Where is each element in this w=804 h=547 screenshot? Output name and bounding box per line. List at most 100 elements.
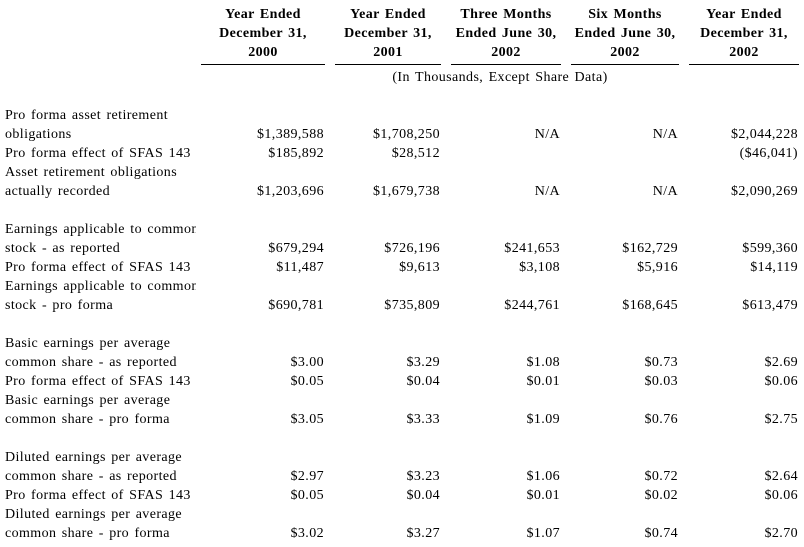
cell-value: $613,479: [742, 298, 798, 313]
section-spacer: [0, 87, 804, 106]
row-label: Diluted earnings per average common share…: [0, 448, 196, 486]
cell-value: N/A: [534, 127, 560, 142]
cell-value: $3.05: [290, 412, 324, 427]
cell-value: $735,809: [384, 298, 440, 313]
column-header-six-months-2002: Six Months Ended June 30, 2002: [566, 5, 684, 65]
cell-value: [566, 144, 684, 163]
header-line: Year Ended: [225, 7, 301, 22]
cell-value: $168,645: [622, 298, 678, 313]
cell-value: $1.07: [526, 526, 560, 541]
header-line: Three Months: [460, 7, 552, 22]
row-label-line: stock - as reported: [5, 241, 121, 256]
section-spacer: [0, 201, 804, 220]
cell-value: $0.06: [764, 374, 798, 389]
table-row: Earnings applicable to common stock - as …: [0, 220, 804, 258]
cell-value: $2.69: [764, 355, 798, 370]
cell-value: $0.72: [644, 469, 678, 484]
subtitle-row: (In Thousands, Except Share Data): [0, 65, 804, 87]
row-label: Pro forma effect of SFAS 143: [0, 372, 196, 391]
cell-value: $3.02: [290, 526, 324, 541]
cell-value: $3.00: [290, 355, 324, 370]
cell-value: $599,360: [742, 241, 798, 256]
cell-value: $1,679,738: [373, 184, 440, 199]
table-row: Asset retirement obligations actually rec…: [0, 163, 804, 201]
cell-value: $2,044,228: [731, 127, 798, 142]
row-label-line: common share - pro forma: [5, 526, 170, 541]
cell-value: $3,108: [519, 260, 560, 275]
row-label: Asset retirement obligations actually rec…: [0, 163, 196, 201]
row-label-line: common share - as reported: [5, 469, 177, 484]
cell-value: N/A: [534, 184, 560, 199]
cell-value: $1.09: [526, 412, 560, 427]
header-line: December 31,: [219, 26, 307, 41]
cell-value: $162,729: [622, 241, 678, 256]
row-label-line: Pro forma effect of SFAS 143: [5, 488, 191, 503]
cell-value: $0.73: [644, 355, 678, 370]
cell-value: $1,203,696: [257, 184, 324, 199]
column-header-year-ended-2000: Year Ended December 31, 2000: [196, 5, 330, 65]
cell-value: $2.70: [764, 526, 798, 541]
cell-value: $3.27: [406, 526, 440, 541]
table-row: Pro forma effect of SFAS 143 $0.05 $0.04 $0…: [0, 372, 804, 391]
row-label: Pro forma effect of SFAS 143: [0, 486, 196, 505]
cell-value: $0.03: [644, 374, 678, 389]
cell-value: $2.97: [290, 469, 324, 484]
header-underline: Three Months Ended June 30, 2002: [451, 5, 561, 65]
cell-value: $3.23: [406, 469, 440, 484]
row-label-line: Earnings applicable to common: [5, 279, 196, 294]
row-label: Pro forma asset retirement obligations: [0, 106, 196, 144]
cell-value: $3.29: [406, 355, 440, 370]
cell-value: $1.08: [526, 355, 560, 370]
cell-value: $690,781: [268, 298, 324, 313]
row-label-line: Pro forma asset retirement: [5, 108, 169, 123]
cell-value: $1.06: [526, 469, 560, 484]
row-label: Pro forma effect of SFAS 143: [0, 144, 196, 163]
header-line: 2001: [373, 45, 403, 60]
row-label-line: Earnings applicable to common: [5, 222, 196, 237]
pro-forma-financial-table: Year Ended December 31, 2000 Year Ended …: [0, 5, 804, 543]
row-label-line: Asset retirement obligations: [5, 165, 178, 180]
header-underline: Six Months Ended June 30, 2002: [571, 5, 679, 65]
cell-value: $2,090,269: [731, 184, 798, 199]
table-row: Pro forma asset retirement obligations $1,…: [0, 106, 804, 144]
row-label-line: Basic earnings per average: [5, 336, 171, 351]
row-label-line: common share - as reported: [5, 355, 177, 370]
row-label-line: stock - pro forma: [5, 298, 114, 313]
header-line: 2002: [491, 45, 521, 60]
row-label-line: Diluted earnings per average: [5, 450, 183, 465]
row-label: Earnings applicable to common stock - pro…: [0, 277, 196, 315]
cell-value: $0.04: [406, 488, 440, 503]
cell-value: $5,916: [637, 260, 678, 275]
header-underline: Year Ended December 31, 2002: [689, 5, 799, 65]
row-label-line: Pro forma effect of SFAS 143: [5, 146, 191, 161]
section-spacer: [0, 429, 804, 448]
cell-value: $2.64: [764, 469, 798, 484]
cell-value: $679,294: [268, 241, 324, 256]
cell-value: $11,487: [276, 260, 324, 275]
row-label-column-header: [0, 5, 196, 65]
cell-value: [446, 144, 566, 163]
cell-value: $241,653: [504, 241, 560, 256]
row-label: Basic earnings per average common share -…: [0, 334, 196, 372]
cell-value: $1,708,250: [373, 127, 440, 142]
column-header-year-ended-2002: Year Ended December 31, 2002: [684, 5, 804, 65]
table-row: Pro forma effect of SFAS 143 $185,892 $28,…: [0, 144, 804, 163]
header-underline: Year Ended December 31, 2000: [201, 5, 325, 65]
cell-value: $0.74: [644, 526, 678, 541]
cell-value: $2.75: [764, 412, 798, 427]
column-header-year-ended-2001: Year Ended December 31, 2001: [330, 5, 446, 65]
table-row: Diluted earnings per average common share…: [0, 505, 804, 543]
header-line: Ended June 30,: [455, 26, 557, 41]
header-line: Year Ended: [706, 7, 782, 22]
header-line: December 31,: [344, 26, 432, 41]
cell-value: $0.01: [526, 488, 560, 503]
cell-value: N/A: [652, 127, 678, 142]
header-line: December 31,: [700, 26, 788, 41]
cell-value: $0.76: [644, 412, 678, 427]
cell-value: $726,196: [384, 241, 440, 256]
header-line: Six Months: [588, 7, 662, 22]
row-label-line: common share - pro forma: [5, 412, 170, 427]
cell-value: $14,119: [750, 260, 798, 275]
header-row: Year Ended December 31, 2000 Year Ended …: [0, 5, 804, 65]
